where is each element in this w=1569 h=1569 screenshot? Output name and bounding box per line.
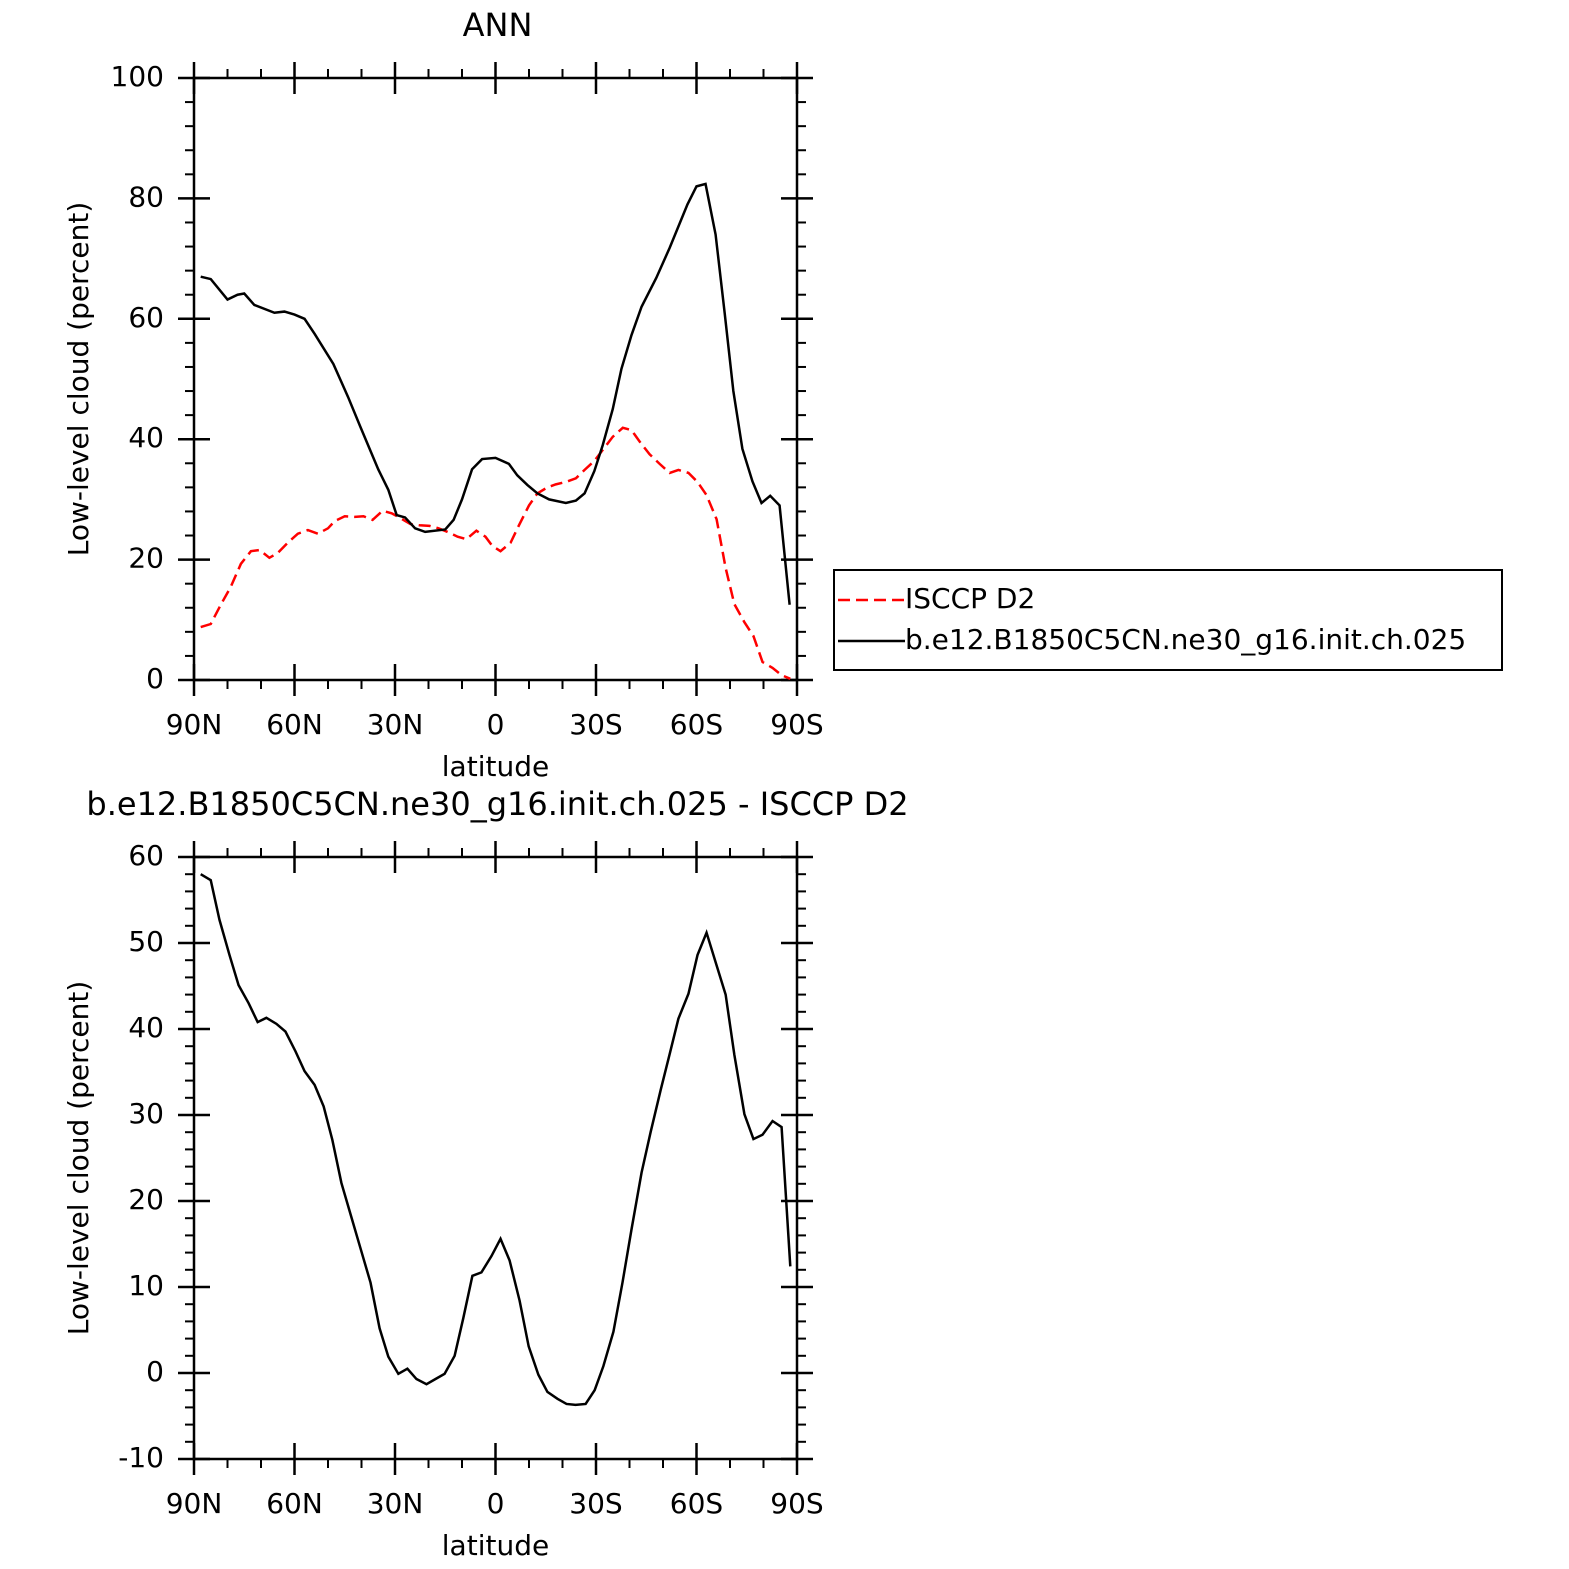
y-tick-label: -10 xyxy=(118,1441,164,1474)
x-tick-label: 90S xyxy=(770,708,823,741)
y-tick-label: 60 xyxy=(128,839,164,872)
legend-label: ISCCP D2 xyxy=(905,582,1035,615)
data-line xyxy=(200,182,791,605)
data-line xyxy=(200,426,791,680)
x-tick-label: 0 xyxy=(487,708,505,741)
y-tick-label: 50 xyxy=(128,925,164,958)
y-tick-label: 60 xyxy=(128,301,164,334)
y-axis-label: Low-level cloud (percent) xyxy=(62,202,95,557)
y-tick-label: 40 xyxy=(128,1011,164,1044)
chart-title: ANN xyxy=(463,6,533,44)
y-tick-label: 30 xyxy=(128,1097,164,1130)
x-tick-label: 30S xyxy=(569,1487,622,1520)
y-tick-label: 0 xyxy=(146,662,164,695)
x-tick-label: 60N xyxy=(266,1487,323,1520)
x-tick-label: 60S xyxy=(670,1487,723,1520)
data-line xyxy=(200,873,792,1407)
plot-frame xyxy=(192,855,799,1461)
chart-title: b.e12.B1850C5CN.ne30_g16.init.ch.025 - I… xyxy=(86,785,908,823)
x-axis-label: latitude xyxy=(442,1529,549,1562)
x-tick-label: 30N xyxy=(367,1487,424,1520)
x-tick-label: 30N xyxy=(367,708,424,741)
y-tick-label: 80 xyxy=(128,180,164,213)
y-axis-label: Low-level cloud (percent) xyxy=(62,981,95,1336)
y-tick-label: 100 xyxy=(111,60,164,93)
legend-label: b.e12.B1850C5CN.ne30_g16.init.ch.025 xyxy=(905,623,1466,656)
x-axis-label: latitude xyxy=(442,750,549,783)
legend-box xyxy=(833,569,1503,671)
x-tick-label: 90N xyxy=(166,1487,223,1520)
y-tick-label: 40 xyxy=(128,421,164,454)
plot-frame xyxy=(192,76,799,682)
x-tick-label: 60S xyxy=(670,708,723,741)
y-tick-label: 20 xyxy=(128,542,164,575)
x-tick-label: 30S xyxy=(569,708,622,741)
y-tick-label: 0 xyxy=(146,1355,164,1388)
x-tick-label: 90N xyxy=(166,708,223,741)
y-tick-label: 10 xyxy=(128,1269,164,1302)
x-tick-label: 0 xyxy=(487,1487,505,1520)
x-tick-label: 90S xyxy=(770,1487,823,1520)
y-tick-label: 20 xyxy=(128,1183,164,1216)
x-tick-label: 60N xyxy=(266,708,323,741)
